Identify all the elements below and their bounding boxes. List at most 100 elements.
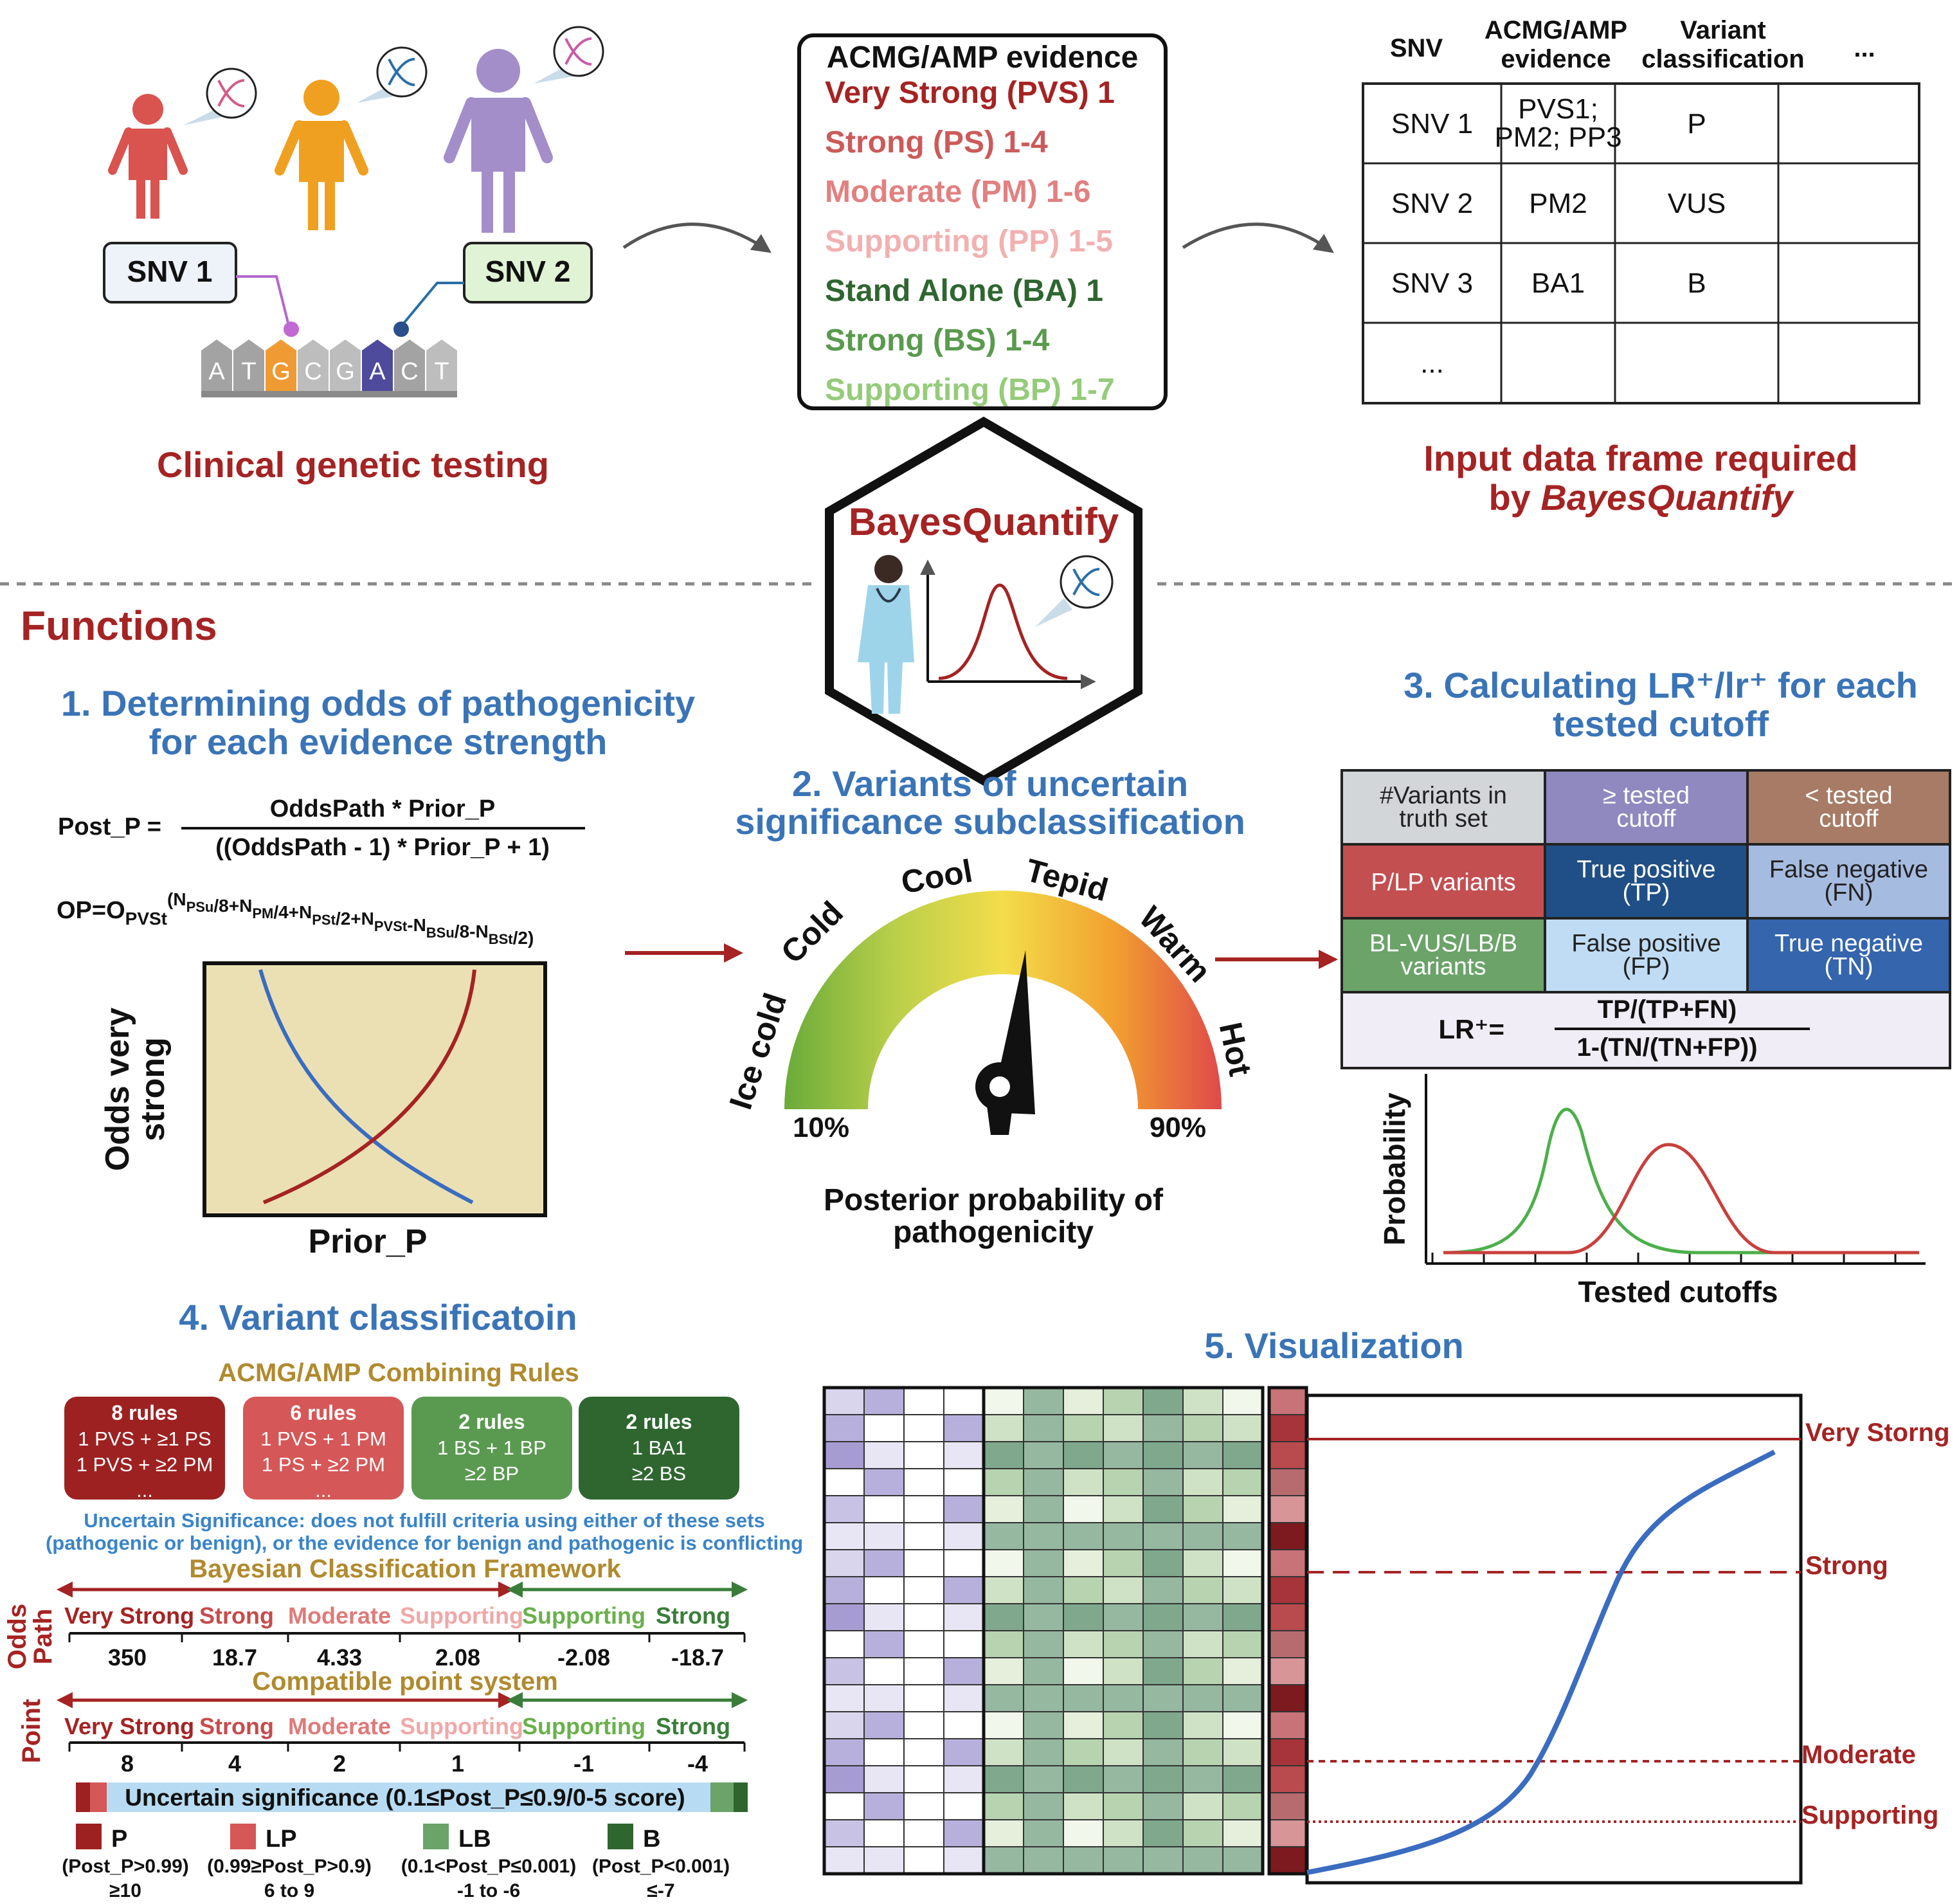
heatmap-cell [1268, 1576, 1307, 1604]
strength-label: Strong [199, 1713, 274, 1739]
strength-label: Supporting [400, 1713, 523, 1739]
confusion-cell-text: (TN) [1825, 954, 1873, 981]
heatmap-cell [1142, 1441, 1184, 1469]
heatmap-cell [1063, 1414, 1104, 1442]
heatmap-cell [903, 1711, 944, 1739]
heatmap-cell [863, 1495, 905, 1523]
heatmap-cell [824, 1657, 865, 1685]
heatmap-cell [1023, 1522, 1064, 1550]
heatmap-cell [1268, 1603, 1307, 1631]
input-label-line1: Input data frame required [1423, 438, 1857, 478]
heatmap-cell [983, 1846, 1024, 1874]
heatmap-cell [1222, 1387, 1263, 1415]
heatmap-cell [1023, 1711, 1064, 1739]
heatmap-cell [943, 1792, 984, 1820]
heatmap-cell [863, 1522, 905, 1550]
heatmap-cell [943, 1468, 984, 1496]
lr-denominator: 1-(TN/(TN+FP)) [1576, 1033, 1757, 1062]
heatmap-cell [903, 1414, 944, 1442]
heatmap-cell [943, 1819, 984, 1847]
heatmap-cell [1063, 1792, 1104, 1820]
legend-range: (0.99≥Post_P>0.9) [207, 1856, 372, 1877]
table-header: classification [1641, 45, 1804, 73]
dna-bubble-icon [534, 26, 604, 84]
legend-code: LP [266, 1826, 297, 1853]
snv1-box: SNV 1 [103, 242, 237, 304]
snv2-marker [393, 322, 409, 337]
table-header: Variant [1680, 16, 1765, 44]
confusion-cell-text: cutoff [1819, 806, 1879, 833]
heatmap-cell [1142, 1738, 1184, 1766]
scale-value: -2.08 [557, 1644, 610, 1671]
heatmap-cell [1182, 1711, 1223, 1739]
heatmap-cell [1268, 1549, 1307, 1577]
confusion-cell-text: (FP) [1623, 954, 1670, 981]
heatmap-cell [1222, 1846, 1263, 1874]
rule-line: 8 rules [111, 1401, 177, 1424]
heatmap-cell [983, 1792, 1024, 1820]
heatmap-cell [1063, 1576, 1104, 1604]
heatmap-cell [1142, 1549, 1184, 1577]
heatmap-cell [863, 1603, 905, 1631]
heatmap-cell [863, 1387, 905, 1415]
heatmap-cell [943, 1711, 984, 1739]
heatmap-cell [1023, 1495, 1064, 1523]
scale-value: -4 [687, 1750, 708, 1777]
legend-score: -1 to -6 [457, 1880, 520, 1901]
heatmap-cell [824, 1522, 865, 1550]
f2-title-line2: significance subclassification [735, 801, 1245, 842]
legend-range: (Post_P>0.99) [62, 1856, 189, 1877]
table-cell: PVS1; [1518, 93, 1598, 125]
heatmap-cell [1222, 1738, 1263, 1766]
table-header: SNV [1390, 34, 1443, 62]
dna-base-letter: C [304, 358, 321, 385]
heatmap-cell [903, 1684, 944, 1712]
table-cell: SNV 1 [1391, 108, 1473, 140]
confusion-cell-text: (TP) [1623, 880, 1670, 907]
scale-value: 8 [121, 1750, 134, 1777]
gauge-caption-line1: Posterior probability of [824, 1183, 1164, 1217]
heatmap-cell [1268, 1495, 1307, 1523]
dna-base [298, 340, 329, 392]
dna-base [362, 340, 393, 392]
rule-line: ... [315, 1479, 332, 1501]
legend-score: ≤-7 [647, 1880, 674, 1901]
heatmap-cell [943, 1657, 984, 1685]
heatmap-cell [1222, 1549, 1263, 1577]
f1-ylabel-line1: Odds very [99, 1008, 136, 1171]
heatmap-cell [1023, 1387, 1064, 1415]
heatmap-cell [1182, 1387, 1223, 1415]
heatmap-cell [1182, 1495, 1223, 1523]
heatmap-cell [824, 1738, 865, 1766]
rule-line: 1 BS + 1 BP [437, 1437, 546, 1459]
scale-value: 350 [108, 1644, 147, 1671]
heatmap-cell [983, 1630, 1024, 1658]
heatmap-cell [983, 1549, 1024, 1577]
heatmap-cell [1222, 1657, 1263, 1685]
heatmap-cell [824, 1576, 865, 1604]
f2-title-line1: 2. Variants of uncertain [792, 763, 1188, 804]
legend-score: ≥10 [109, 1880, 141, 1901]
heatmap-cell [983, 1495, 1024, 1523]
dna-backbone [201, 391, 457, 397]
combining-title: ACMG/AMP Combining Rules [218, 1359, 579, 1387]
heatmap-cell [903, 1657, 944, 1685]
f3-green-curve [1443, 1107, 1919, 1255]
formula-left: Post_P = [58, 813, 161, 840]
heatmap-cell [1063, 1765, 1104, 1793]
heatmap-cell [903, 1603, 944, 1631]
heatmap-cell [1023, 1468, 1064, 1496]
heatmap-cell [943, 1684, 984, 1712]
heatmap-cell [903, 1468, 944, 1496]
heatmap-cell [863, 1576, 905, 1604]
heatmap-cell [1023, 1657, 1064, 1685]
heatmap-cell [983, 1441, 1024, 1469]
heatmap-cell [1182, 1657, 1223, 1685]
rule-box [411, 1397, 572, 1500]
heatmap-cell [1222, 1765, 1263, 1793]
heatmap-cell [863, 1846, 905, 1874]
level-label: Very Storng [1805, 1419, 1950, 1447]
heatmap-cell [1063, 1549, 1104, 1577]
heatmap-cell [1063, 1819, 1104, 1847]
confusion-cell [1746, 769, 1951, 846]
